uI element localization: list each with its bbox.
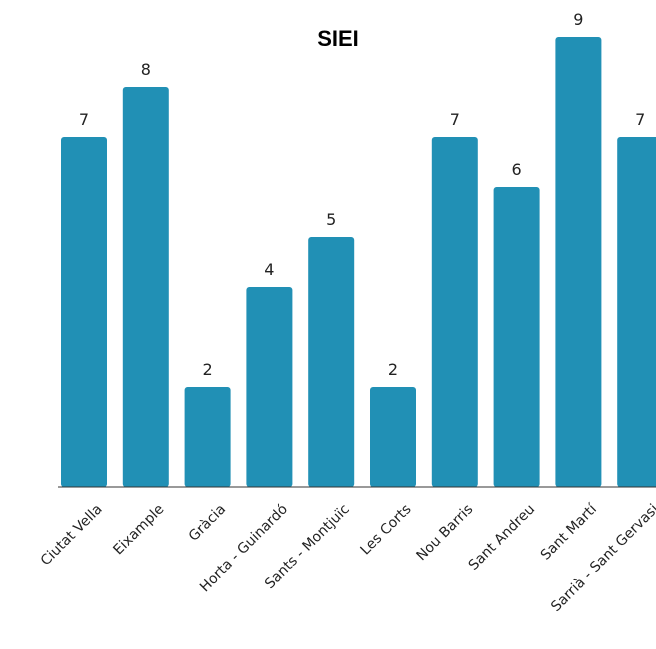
bar <box>184 387 231 487</box>
bar-value-label: 7 <box>450 110 460 129</box>
x-tick-label: Sant Andreu <box>466 501 539 574</box>
value-labels-group: 7 8 2 4 5 2 7 6 9 7 <box>79 10 645 379</box>
bar-value-label: 6 <box>512 160 522 179</box>
bar <box>246 287 293 487</box>
bar-value-label: 4 <box>264 260 274 279</box>
bar <box>617 137 656 487</box>
bar <box>61 137 107 487</box>
bar <box>308 237 355 487</box>
bar <box>555 37 602 487</box>
bar <box>493 187 540 487</box>
x-tick-label: Sarrià - Sant Gervasi <box>548 501 656 615</box>
x-tick-label: Gràcia <box>186 501 229 544</box>
bar-value-label: 2 <box>388 360 398 379</box>
x-tick-label: Les Corts <box>357 501 414 558</box>
bar-value-label: 5 <box>326 210 336 229</box>
x-tick-label: Sant Martí <box>538 501 601 564</box>
bar <box>431 137 478 487</box>
bar-value-label: 7 <box>635 110 645 129</box>
bar-value-label: 2 <box>203 360 213 379</box>
x-tick-label: Eixample <box>110 501 167 558</box>
bar-value-label: 8 <box>141 60 151 79</box>
bars-group <box>61 37 656 487</box>
bar-value-label: 7 <box>79 110 89 129</box>
chart-title: SIEI <box>317 26 359 51</box>
bar <box>122 87 169 487</box>
x-tick-label: Nou Barris <box>413 501 476 564</box>
bar-value-label: 9 <box>573 10 583 29</box>
bar <box>370 387 416 487</box>
x-tick-label: Ciutat Vella <box>38 501 106 569</box>
